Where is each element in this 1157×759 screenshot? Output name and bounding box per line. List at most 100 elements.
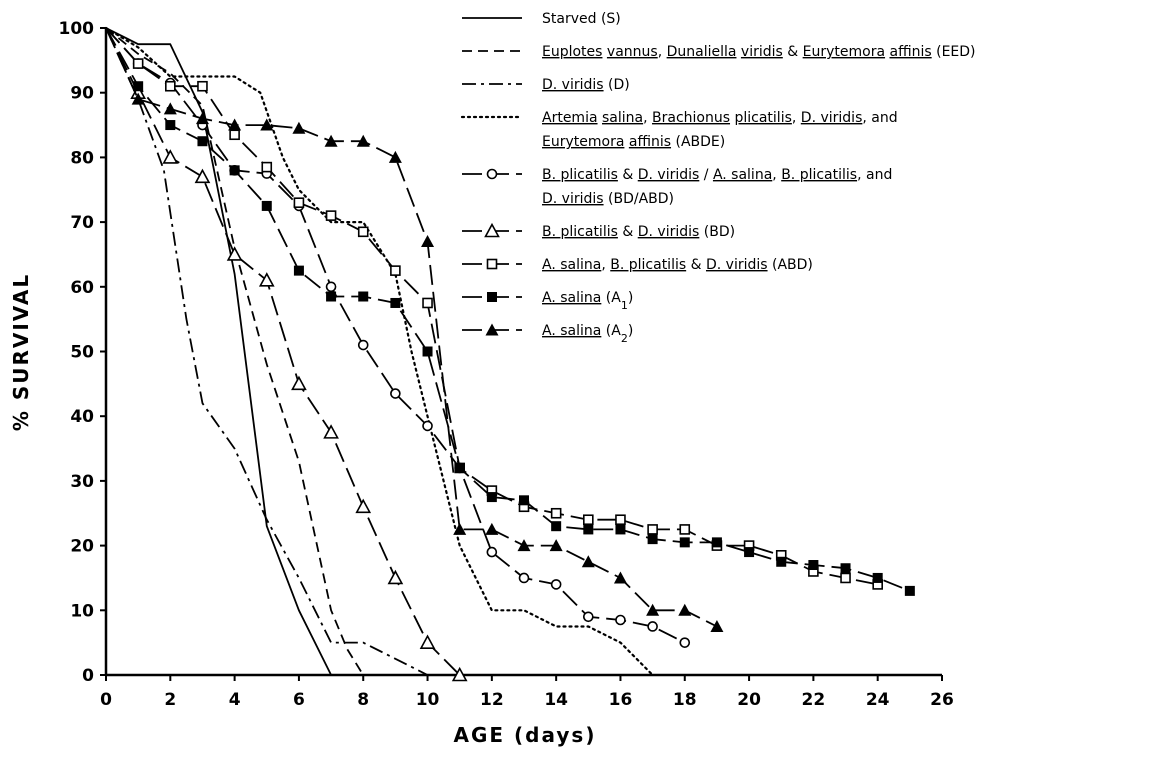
y-tick-label: 30 xyxy=(70,472,94,492)
x-tick-label: 8 xyxy=(357,690,369,710)
legend-label-segment: viridis xyxy=(741,44,783,60)
legend-item: B. plicatilis & D. viridis (BD) xyxy=(462,222,735,240)
data-point xyxy=(583,611,594,623)
data-point xyxy=(421,235,435,248)
data-point xyxy=(195,112,209,125)
legend-label-segment: Eurytemora xyxy=(542,134,624,150)
data-point xyxy=(229,129,240,141)
data-point xyxy=(325,281,337,293)
y-tick-label: 100 xyxy=(59,19,95,39)
data-point xyxy=(293,265,304,276)
legend: Starved (S) Euplotes vannus, Dunaliella v… xyxy=(460,11,976,345)
legend-label-segment: & xyxy=(618,224,638,240)
data-point xyxy=(550,507,562,519)
legend-item: B. plicatilis & D. viridis / A. salina , … xyxy=(462,167,892,207)
legend-label-segment: , xyxy=(643,110,652,126)
y-tick-label: 20 xyxy=(70,537,94,557)
legend-label-segment: (A xyxy=(601,323,621,339)
data-point xyxy=(419,634,436,649)
data-point xyxy=(678,603,692,616)
series-line xyxy=(105,27,332,676)
legend-label-segment: / xyxy=(699,167,713,183)
data-point xyxy=(744,547,755,558)
data-point xyxy=(261,200,272,211)
legend-label-segment: , and xyxy=(857,167,892,183)
data-point xyxy=(390,265,401,276)
legend-label-segment: , xyxy=(601,257,610,273)
x-tick-label: 14 xyxy=(544,690,568,710)
data-point xyxy=(454,462,465,473)
series-group xyxy=(105,27,428,676)
legend-label-segment: , xyxy=(658,44,667,60)
data-point xyxy=(355,498,372,514)
y-tick-label: 0 xyxy=(82,666,94,686)
legend-label: Euplotes vannus, Dunaliella viridis & Eu… xyxy=(542,44,976,60)
data-point xyxy=(647,534,658,545)
data-point xyxy=(485,522,499,535)
data-point xyxy=(647,524,658,535)
data-point xyxy=(679,537,690,548)
data-point xyxy=(356,134,370,147)
data-point xyxy=(615,524,626,535)
legend-label: A. salina (A1) xyxy=(542,290,633,312)
data-point xyxy=(711,537,722,548)
data-point xyxy=(518,572,530,584)
legend-marker xyxy=(485,323,499,336)
data-point xyxy=(615,614,626,626)
data-point xyxy=(840,572,851,584)
legend-label-segment: plicatilis xyxy=(734,110,791,126)
x-tick-label: 22 xyxy=(802,690,826,710)
legend-label: A. salina, B. plicatilis & D. viridis (A… xyxy=(542,257,813,273)
y-tick-label: 40 xyxy=(70,407,94,427)
legend-label-segment: affinis xyxy=(629,134,671,150)
series-line xyxy=(105,27,911,592)
data-point xyxy=(132,58,144,69)
y-tick-label: 50 xyxy=(70,343,94,363)
y-tick-label: 10 xyxy=(70,601,94,621)
legend-label-segment: (BD/ABD) xyxy=(604,191,674,207)
legend-label: D. viridis (D) xyxy=(542,77,630,93)
x-tick-label: 10 xyxy=(416,690,440,710)
data-point xyxy=(451,666,468,682)
data-point xyxy=(388,150,402,163)
data-point xyxy=(133,81,144,92)
legend-label-segment: A. salina xyxy=(542,290,601,306)
data-point xyxy=(646,603,660,616)
data-point xyxy=(387,569,404,585)
legend-label-segment: A. salina xyxy=(542,323,601,339)
data-point xyxy=(163,102,177,115)
legend-label-segment: Dunaliella xyxy=(667,44,737,60)
series-group xyxy=(105,27,915,596)
data-point xyxy=(615,514,626,526)
legend-label-segment: (EED) xyxy=(932,44,976,60)
legend-item: Euplotes vannus, Dunaliella viridis & Eu… xyxy=(462,44,976,60)
y-tick-label: 80 xyxy=(70,148,94,168)
legend-label-segment: ) xyxy=(628,290,633,306)
legend-item: Starved (S) xyxy=(462,11,621,27)
legend-item: Artemia salina, Brachionus plicatilis, D… xyxy=(460,110,898,150)
data-point xyxy=(776,556,787,567)
data-point xyxy=(453,522,467,535)
y-tick-label: 60 xyxy=(70,278,94,298)
data-point xyxy=(904,585,915,596)
series-line xyxy=(105,27,461,676)
data-point xyxy=(165,80,176,92)
legend-label-segment: (A xyxy=(601,290,621,306)
data-point xyxy=(131,92,145,105)
data-point xyxy=(422,420,433,432)
data-point xyxy=(679,637,691,648)
legend-label-segment: & xyxy=(618,167,638,183)
legend-label-segment: B. plicatilis xyxy=(781,167,857,183)
legend-label-segment: salina xyxy=(602,110,643,126)
legend-label-segment: & xyxy=(783,44,803,60)
series-group xyxy=(105,27,724,632)
legend-label-segment: , xyxy=(792,110,801,126)
data-point xyxy=(583,524,594,535)
legend-label-segment: D. viridis xyxy=(638,224,700,240)
legend-marker xyxy=(487,292,497,302)
legend-label-segment: , and xyxy=(862,110,897,126)
x-tick-label: 26 xyxy=(930,690,954,710)
data-point xyxy=(486,492,497,503)
data-point xyxy=(323,424,339,439)
legend-label-segment: B. plicatilis xyxy=(542,167,618,183)
